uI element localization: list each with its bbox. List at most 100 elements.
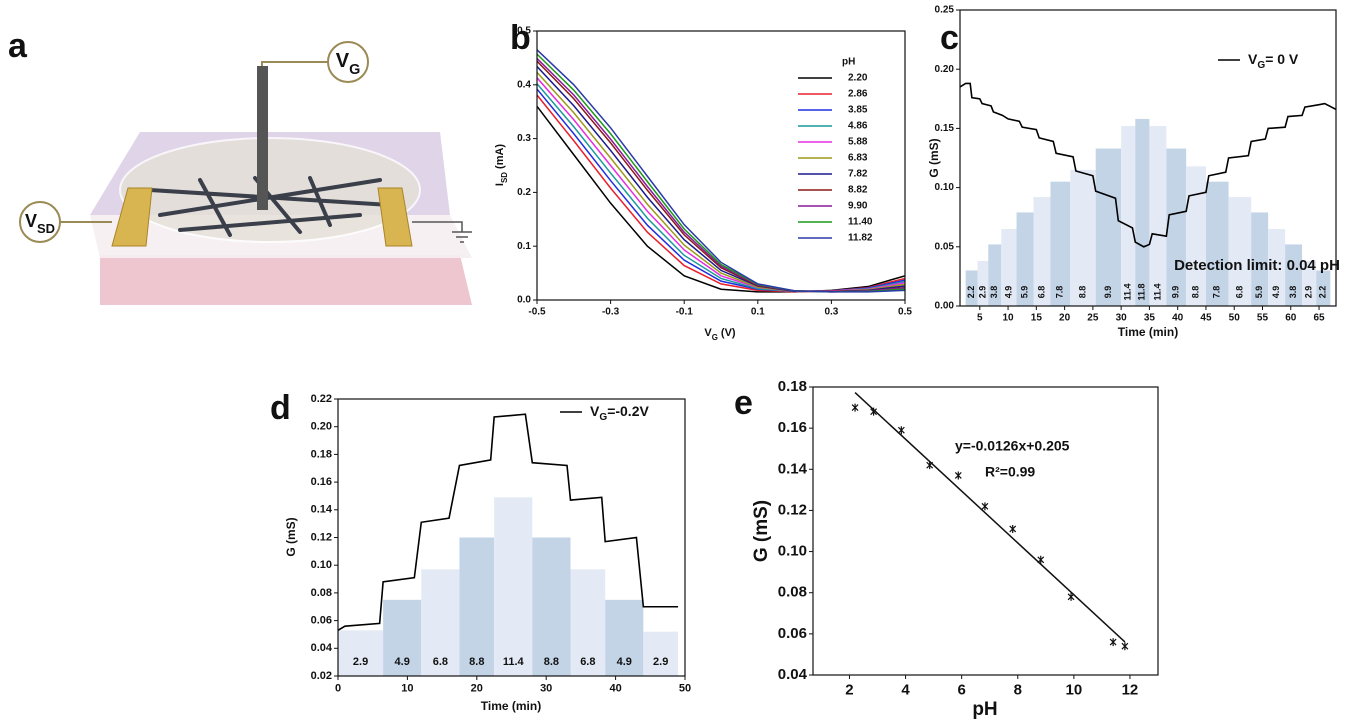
panel-label: b bbox=[510, 19, 531, 57]
drain-electrode bbox=[377, 187, 413, 247]
x-tick-label: 20 bbox=[1059, 313, 1071, 324]
bar-label: 8.8 bbox=[1077, 286, 1087, 299]
x-axis-label: Time (min) bbox=[1118, 325, 1178, 339]
bar-label: 2.9 bbox=[1304, 286, 1314, 299]
data-point bbox=[954, 471, 962, 480]
panel-label: c bbox=[940, 19, 959, 57]
legend-label: 2.20 bbox=[848, 73, 868, 84]
bar-label: 11.4 bbox=[1123, 283, 1133, 300]
bar-label: 11.4 bbox=[1152, 283, 1162, 300]
bar bbox=[383, 599, 422, 676]
panel-label: a bbox=[8, 27, 28, 65]
bar bbox=[494, 497, 533, 676]
fit-line bbox=[854, 392, 1126, 643]
y-tick-label: 0.20 bbox=[935, 64, 955, 75]
legend-label-part: V bbox=[590, 403, 600, 419]
bar-label: 6.8 bbox=[580, 656, 595, 668]
bar-label: 11.8 bbox=[1137, 283, 1147, 300]
bar bbox=[1316, 270, 1331, 306]
bar-label: 8.8 bbox=[544, 656, 559, 668]
y-tick-label: 0.12 bbox=[778, 501, 807, 518]
bar-label: 5.9 bbox=[1254, 286, 1264, 299]
bar-label: 6.8 bbox=[1036, 286, 1046, 299]
plot-frame bbox=[812, 386, 1159, 676]
bar bbox=[1050, 181, 1071, 306]
bar bbox=[1095, 148, 1122, 306]
x-tick-label: 2 bbox=[845, 681, 853, 698]
x-axis-label-part: G bbox=[712, 333, 718, 342]
x-tick-label: 25 bbox=[1087, 313, 1099, 324]
x-tick-label: 12 bbox=[1122, 681, 1139, 698]
y-axis-label-part: I bbox=[494, 183, 506, 186]
bar-label: 4.9 bbox=[617, 656, 632, 668]
y-tick-label: 0.18 bbox=[311, 448, 332, 460]
y-tick-label: 0.08 bbox=[311, 587, 332, 599]
gate-wire bbox=[261, 61, 328, 66]
bar bbox=[1001, 229, 1017, 306]
bar-label: 5.9 bbox=[1019, 286, 1029, 299]
bar bbox=[1186, 166, 1206, 306]
x-tick-label: -0.3 bbox=[602, 307, 620, 318]
series-line bbox=[338, 413, 679, 631]
nanowires bbox=[148, 176, 392, 237]
y-tick-label: 0.04 bbox=[311, 642, 333, 654]
gate-label-part: V bbox=[336, 50, 350, 72]
plot-frame bbox=[536, 30, 906, 301]
y-axis-label-part: SD bbox=[500, 172, 509, 183]
fit-equation: y=-0.0126x+0.205 bbox=[955, 438, 1070, 454]
x-tick-label: 4 bbox=[901, 681, 910, 698]
y-tick-label: 0.14 bbox=[778, 460, 808, 477]
bar-label: 8.8 bbox=[1190, 286, 1200, 299]
x-tick-label: 6 bbox=[957, 681, 965, 698]
x-tick-label: -0.1 bbox=[676, 307, 694, 318]
y-tick-label: 0.06 bbox=[778, 625, 807, 642]
x-tick-label: 10 bbox=[1066, 681, 1083, 698]
y-tick-label: 0.1 bbox=[517, 241, 531, 252]
y-tick-label: 0.16 bbox=[778, 419, 807, 436]
legend-label: 8.82 bbox=[848, 185, 868, 196]
y-tick-label: 0.10 bbox=[778, 543, 807, 560]
x-tick-label: 0.5 bbox=[898, 307, 912, 318]
x-tick-label: 35 bbox=[1144, 313, 1156, 324]
bar bbox=[1268, 229, 1286, 306]
x-tick-label: 60 bbox=[1285, 313, 1297, 324]
y-tick-label: 0.0 bbox=[517, 295, 531, 306]
bar-label: 8.8 bbox=[469, 656, 484, 668]
bar bbox=[965, 270, 978, 306]
x-tick-label: 50 bbox=[679, 683, 691, 695]
x-tick-label: 10 bbox=[401, 683, 413, 695]
data-point bbox=[926, 461, 934, 470]
bar-label: 6.8 bbox=[433, 656, 448, 668]
x-tick-label: 15 bbox=[1031, 313, 1043, 324]
bar-label: 9.9 bbox=[1171, 286, 1181, 299]
sd-label: VSD bbox=[25, 211, 55, 236]
bar bbox=[459, 537, 495, 676]
data-point bbox=[981, 502, 989, 511]
bar-label: 2.2 bbox=[1318, 286, 1328, 299]
bar bbox=[1121, 126, 1136, 306]
y-tick-label: 0.20 bbox=[311, 421, 332, 433]
plot-frame bbox=[959, 9, 1337, 307]
sd-label-part: SD bbox=[37, 221, 55, 236]
x-tick-label: 30 bbox=[540, 683, 552, 695]
y-axis-label: ISD (mA) bbox=[494, 144, 509, 186]
legend-label: 7.82 bbox=[848, 169, 868, 180]
y-tick-label: 0.00 bbox=[935, 301, 955, 312]
y-tick-label: 0.05 bbox=[935, 241, 955, 252]
data-point bbox=[870, 407, 878, 416]
x-tick-label: 0 bbox=[335, 683, 341, 695]
y-tick-label: 0.4 bbox=[517, 79, 531, 90]
y-tick-label: 0.10 bbox=[935, 182, 955, 193]
y-tick-label: 0.15 bbox=[935, 123, 955, 134]
y-tick-label: 0.08 bbox=[778, 584, 807, 601]
substrate-front bbox=[100, 255, 472, 305]
bar bbox=[1228, 197, 1252, 306]
x-tick-label: 5 bbox=[977, 313, 983, 324]
y-tick-label: 0.04 bbox=[778, 666, 808, 683]
bar-label: 3.8 bbox=[1288, 286, 1298, 299]
legend-label-part: =-0.2V bbox=[607, 403, 649, 419]
bar bbox=[605, 599, 644, 676]
x-tick-label: 50 bbox=[1229, 313, 1241, 324]
bar-label: 4.9 bbox=[1271, 286, 1281, 299]
